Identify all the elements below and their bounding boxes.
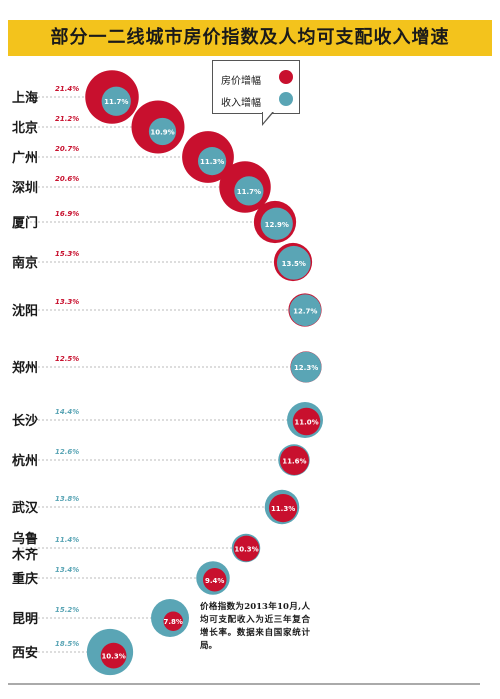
city-label: 郑州 — [12, 360, 38, 376]
legend-swatch-income — [279, 92, 293, 106]
inner-value-label: 12.9% — [265, 221, 289, 229]
outer-value-label: 11.4% — [55, 536, 79, 544]
city-label: 杭州 — [12, 453, 38, 469]
house-bubble — [100, 642, 127, 669]
income-bubble — [197, 146, 227, 176]
house-bubble — [268, 493, 298, 523]
legend: 房价增幅 收入增幅 — [212, 60, 300, 114]
inner-value-label: 11.3% — [200, 158, 224, 166]
city-label: 木齐 — [11, 547, 39, 563]
footnote: 价格指数为2013年10月,人均可支配收入为近三年复合增长率。数据来自国家统计局… — [200, 602, 310, 651]
income-bubble — [289, 294, 322, 327]
outer-value-label: 13.4% — [55, 566, 79, 574]
house-bubble — [163, 611, 183, 631]
city-label: 上海 — [12, 90, 38, 106]
outer-value-label: 18.5% — [55, 640, 79, 648]
inner-value-label: 10.3% — [234, 545, 258, 553]
outer-value-label: 12.5% — [55, 355, 79, 363]
outer-value-label: 20.6% — [55, 175, 79, 183]
outer-value-label: 20.7% — [55, 145, 79, 153]
inner-value-label: 10.9% — [150, 129, 174, 137]
city-label: 沈阳 — [12, 303, 38, 319]
city-label: 乌鲁 — [12, 531, 38, 547]
city-label: 武汉 — [12, 500, 39, 516]
outer-value-label: 12.6% — [55, 448, 79, 456]
income-bubble — [234, 176, 264, 206]
house-bubble — [203, 568, 227, 592]
legend-item-house: 房价增幅 — [221, 69, 297, 87]
inner-value-label: 9.4% — [205, 577, 224, 585]
city-label: 厦门 — [12, 215, 38, 231]
inner-value-label: 11.6% — [282, 457, 306, 465]
inner-value-label: 11.3% — [271, 505, 295, 513]
inner-value-label: 11.7% — [237, 188, 261, 196]
inner-value-label: 12.7% — [293, 307, 317, 315]
outer-value-label: 16.9% — [55, 210, 79, 218]
outer-value-label: 14.4% — [55, 408, 79, 416]
income-bubble — [276, 245, 311, 280]
inner-value-label: 13.5% — [282, 260, 306, 268]
inner-value-label: 12.3% — [294, 364, 318, 372]
city-label: 长沙 — [12, 413, 38, 429]
outer-value-label: 13.8% — [55, 495, 79, 503]
income-bubble — [148, 117, 177, 146]
city-label: 重庆 — [12, 571, 38, 587]
outer-value-label: 21.4% — [55, 85, 79, 93]
house-bubble — [292, 407, 321, 436]
outer-value-label: 21.2% — [55, 115, 79, 123]
city-label: 南京 — [12, 255, 38, 271]
city-label: 深圳 — [12, 180, 38, 196]
outer-value-label: 15.2% — [55, 606, 79, 614]
outer-value-label: 13.3% — [55, 298, 79, 306]
income-bubble — [260, 207, 293, 240]
outer-value-label: 15.3% — [55, 250, 79, 258]
chart-title: 部分一二线城市房价指数及人均可支配收入增速 — [50, 27, 450, 48]
city-label: 北京 — [12, 120, 38, 136]
legend-label-income: 收入增幅 — [221, 98, 261, 109]
legend-label-house: 房价增幅 — [221, 76, 261, 87]
income-bubble — [101, 86, 131, 116]
title-bar: 部分一二线城市房价指数及人均可支配收入增速 — [8, 20, 492, 56]
inner-value-label: 7.8% — [164, 618, 183, 626]
legend-pointer-fill — [263, 111, 273, 123]
legend-item-income: 收入增幅 — [221, 91, 297, 109]
house-bubble — [233, 535, 260, 562]
city-label: 广州 — [12, 150, 38, 166]
city-label: 昆明 — [12, 611, 38, 627]
inner-value-label: 11.7% — [104, 98, 128, 106]
city-label: 西安 — [12, 645, 38, 661]
inner-value-label: 10.3% — [101, 653, 125, 661]
house-bubble — [279, 445, 309, 475]
inner-value-label: 11.0% — [294, 418, 318, 426]
income-bubble — [290, 351, 322, 383]
legend-swatch-house — [279, 70, 293, 84]
